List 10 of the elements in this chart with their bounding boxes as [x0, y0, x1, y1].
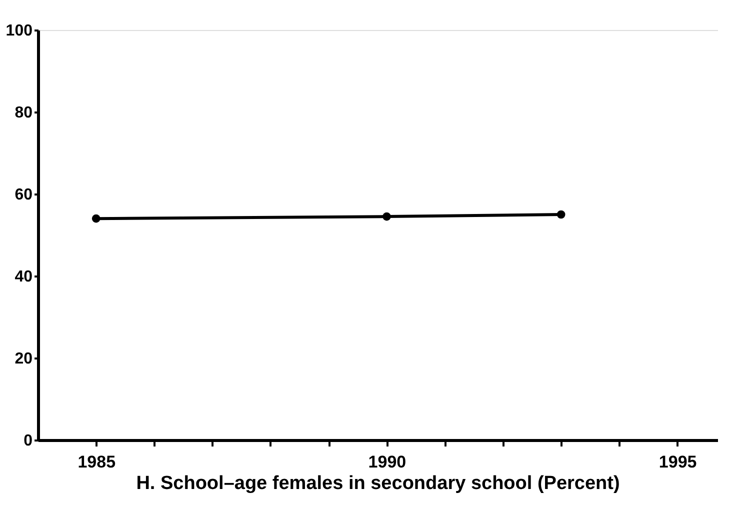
y-tick-label: 40 — [14, 268, 33, 286]
y-tick-label: 20 — [14, 350, 33, 368]
y-tick-label: 80 — [14, 104, 33, 122]
text: H. School–age females in secondary school (Percent) — [136, 473, 620, 494]
y-tick-label: 60 — [14, 186, 33, 204]
x-tick-label: 1995 — [658, 452, 697, 472]
y-tick-label: 0 — [24, 432, 33, 450]
y-tick-label: 100 — [6, 22, 33, 40]
x-tick-label: 1990 — [368, 452, 406, 472]
x-tick-label: 1985 — [78, 452, 116, 472]
